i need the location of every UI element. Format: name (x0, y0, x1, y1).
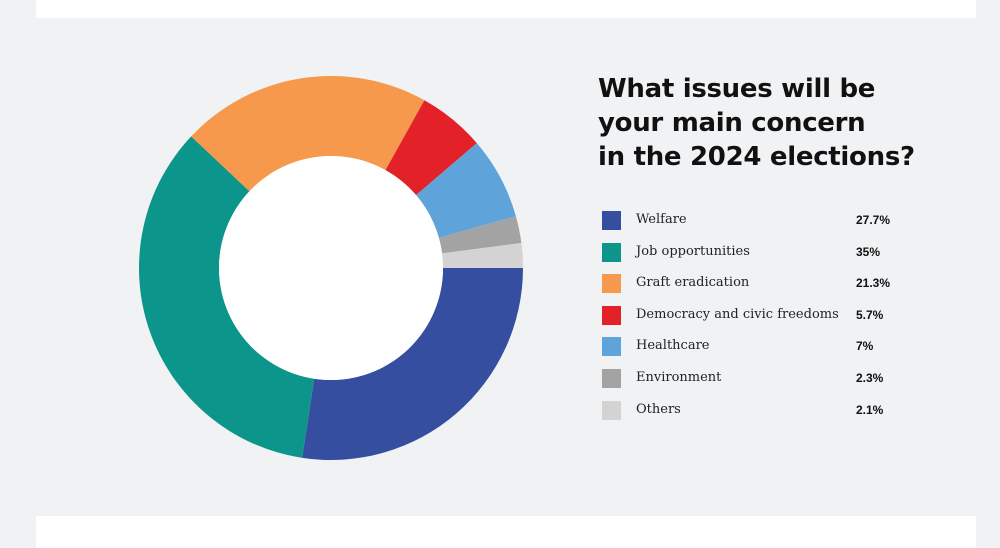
chart-legend: Welfare 27.7% Job opportunities 35% Graf… (602, 210, 902, 431)
top-white-band (36, 0, 976, 18)
legend-value-graft-eradication: 21.3% (856, 276, 891, 291)
legend-item-democracy: Democracy and civic freedoms 5.7% (602, 305, 902, 325)
donut-slice-job-opportunities (139, 136, 315, 458)
legend-swatch-graft-eradication (602, 274, 621, 294)
donut-slice-graft-eradication (191, 76, 425, 192)
chart-title-line-2: your main concern (598, 108, 866, 138)
legend-label-graft-eradication: Graft eradication (636, 275, 750, 291)
legend-label-others: Others (636, 401, 681, 417)
donut-slice-welfare (302, 268, 523, 461)
chart-title: What issues will be your main concern in… (598, 72, 938, 174)
donut-slice-environment (438, 216, 522, 254)
donut-hole (219, 156, 443, 380)
donut-slice-healthcare (416, 143, 516, 238)
chart-title-line-1: What issues will be (598, 74, 876, 104)
donut-slice-others (442, 243, 523, 268)
legend-label-democracy: Democracy and civic freedoms (636, 306, 839, 322)
legend-label-welfare: Welfare (636, 212, 687, 227)
legend-value-welfare: 27.7% (856, 213, 891, 227)
legend-swatch-democracy (602, 305, 621, 325)
legend-item-environment: Environment 2.3% (602, 368, 902, 388)
legend-swatch-others (602, 400, 621, 420)
legend-item-job-opportunities: Job opportunities 35% (602, 242, 902, 262)
bottom-white-band (36, 516, 976, 548)
legend-swatch-healthcare (602, 337, 621, 357)
legend-item-others: Others 2.1% (602, 400, 902, 420)
legend-value-healthcare: 7% (856, 339, 874, 354)
legend-label-job-opportunities: Job opportunities (636, 243, 750, 259)
legend-swatch-environment (602, 368, 621, 388)
donut-slice-democracy (385, 100, 477, 196)
legend-swatch-job-opportunities (602, 242, 621, 262)
legend-item-welfare: Welfare 27.7% (602, 210, 902, 230)
legend-value-others: 2.1% (856, 402, 884, 417)
legend-item-healthcare: Healthcare 7% (602, 336, 902, 357)
legend-label-healthcare: Healthcare (636, 338, 710, 354)
legend-value-environment: 2.3% (856, 370, 884, 385)
legend-value-democracy: 5.7% (856, 307, 884, 322)
legend-item-graft-eradication: Graft eradication 21.3% (602, 273, 902, 294)
chart-title-line-3: in the 2024 elections? (598, 142, 915, 172)
legend-value-job-opportunities: 35% (856, 244, 881, 259)
legend-label-environment: Environment (636, 369, 722, 385)
legend-swatch-welfare (602, 211, 621, 230)
